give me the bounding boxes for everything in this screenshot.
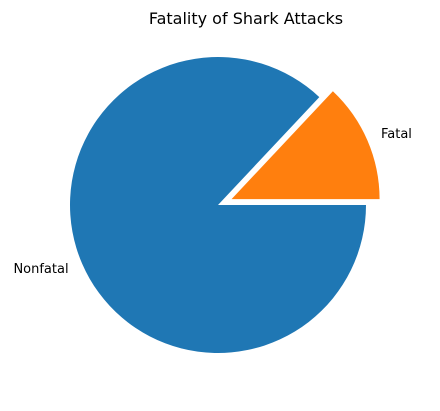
pie-slice-fatal [231,91,380,200]
pie-label-fatal: Fatal [381,127,412,142]
pie-labels: Fatal Nonfatal [13,127,411,277]
chart-title: Fatality of Shark Attacks [149,9,343,28]
pie-label-nonfatal: Nonfatal [13,262,68,277]
pie-slice-nonfatal [70,57,367,354]
pie-slices [70,57,380,354]
